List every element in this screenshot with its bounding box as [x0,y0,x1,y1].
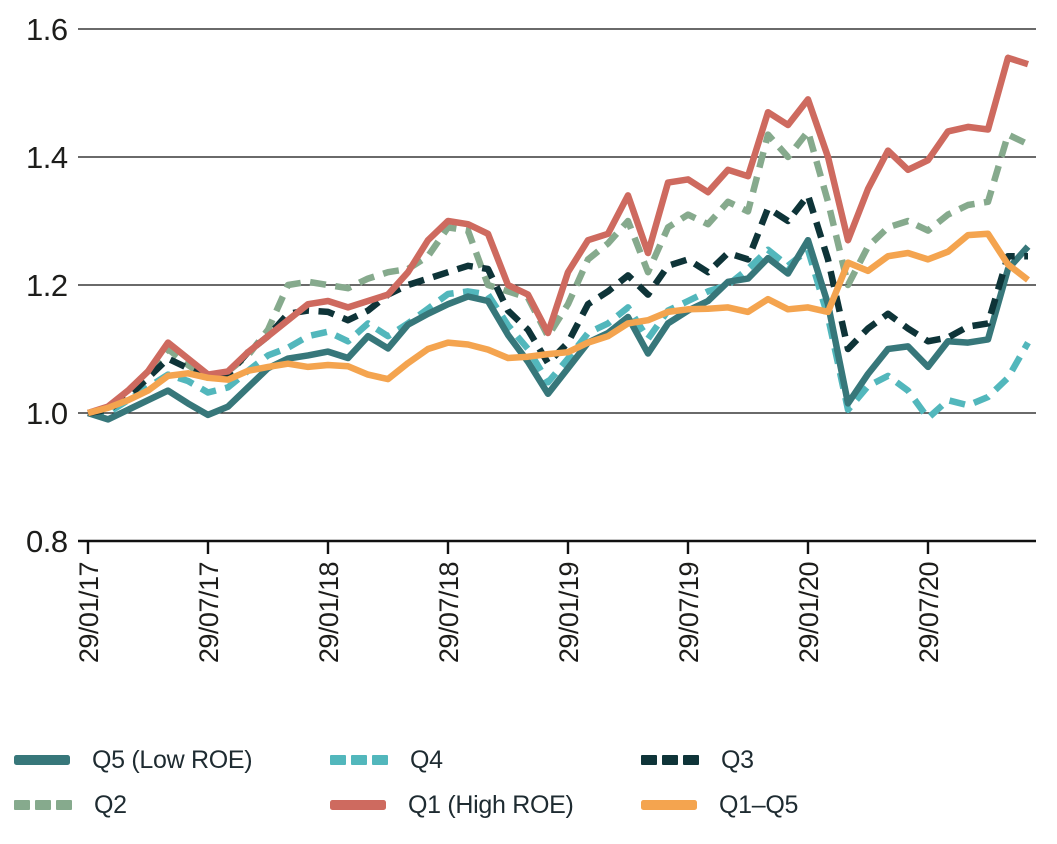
legend-swatch-q5-low-roe [14,755,70,765]
x-tick-label: 29/07/20 [914,562,944,663]
legend-swatch-q2 [14,800,72,810]
x-tick-label: 29/07/17 [194,562,224,663]
x-tick-label: 29/07/19 [674,562,704,663]
x-tick-label: 29/01/19 [554,562,584,663]
x-tick-label: 29/01/20 [794,562,824,663]
legend-item-q1-q5: Q1–Q5 [641,790,798,820]
legend-label-q2: Q2 [94,790,127,819]
x-tick-label: 29/07/18 [434,562,464,663]
x-tick-label: 29/01/18 [314,562,344,663]
legend-swatch-q1-q5 [641,800,697,810]
legend-item-q4: Q4 [330,745,443,775]
legend-swatch-q4 [330,755,388,765]
line-chart-canvas: 1.6 1.4 1.2 1.0 0.829/01/17 29/07/17 29/01/18 2… [26,12,1036,663]
legend-label-q3: Q3 [721,745,754,774]
y-tick-label: 0.8 [26,524,68,559]
y-tick-label: 1.6 [26,12,68,47]
legend-item-q3: Q3 [641,745,754,775]
legend-swatch-q1-high-roe [330,800,386,810]
y-tick-label: 1.4 [26,140,68,175]
legend-label-q5-low-roe: Q5 (Low ROE) [92,745,253,774]
legend-item-q5-low-roe: Q5 (Low ROE) [14,745,253,775]
x-tick-label: 29/01/17 [74,562,104,663]
legend-item-q2: Q2 [14,790,127,820]
series-line-q5-low-roe [87,236,1031,423]
series-line-q2 [87,128,1030,417]
series-line-q1-high-roe [87,54,1029,417]
y-tick-label: 1.0 [26,396,68,431]
series-line-q4 [88,246,1031,422]
chart-legend: Q5 (Low ROE) Q4 Q3 Q2 Q1 (High ROE) Q1–Q5 [0,737,1057,844]
legend-label-q4: Q4 [410,745,443,774]
legend-label-q1-high-roe: Q1 (High ROE) [408,790,574,819]
legend-swatch-q3 [641,755,699,765]
y-tick-label: 1.2 [26,268,68,303]
series-line-q1-q5 [87,230,1030,417]
legend-label-q1-q5: Q1–Q5 [719,790,799,819]
legend-item-q1-high-roe: Q1 (High ROE) [330,790,574,820]
